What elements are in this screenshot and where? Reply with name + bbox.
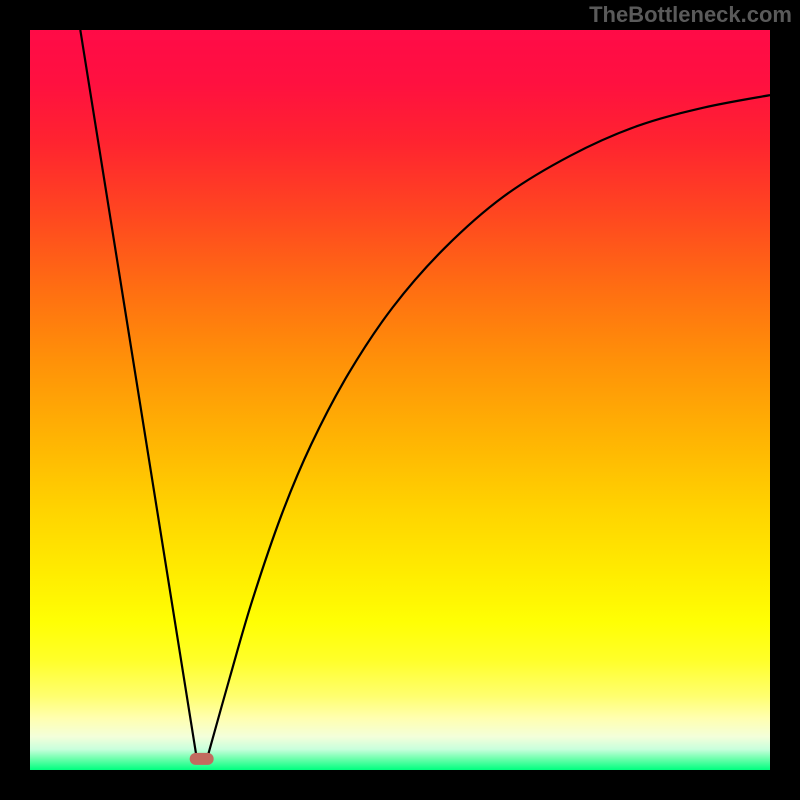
watermark-text: TheBottleneck.com xyxy=(589,2,792,28)
bottleneck-chart xyxy=(0,0,800,800)
optimum-marker xyxy=(190,753,214,765)
chart-container: TheBottleneck.com xyxy=(0,0,800,800)
plot-background xyxy=(30,30,770,770)
